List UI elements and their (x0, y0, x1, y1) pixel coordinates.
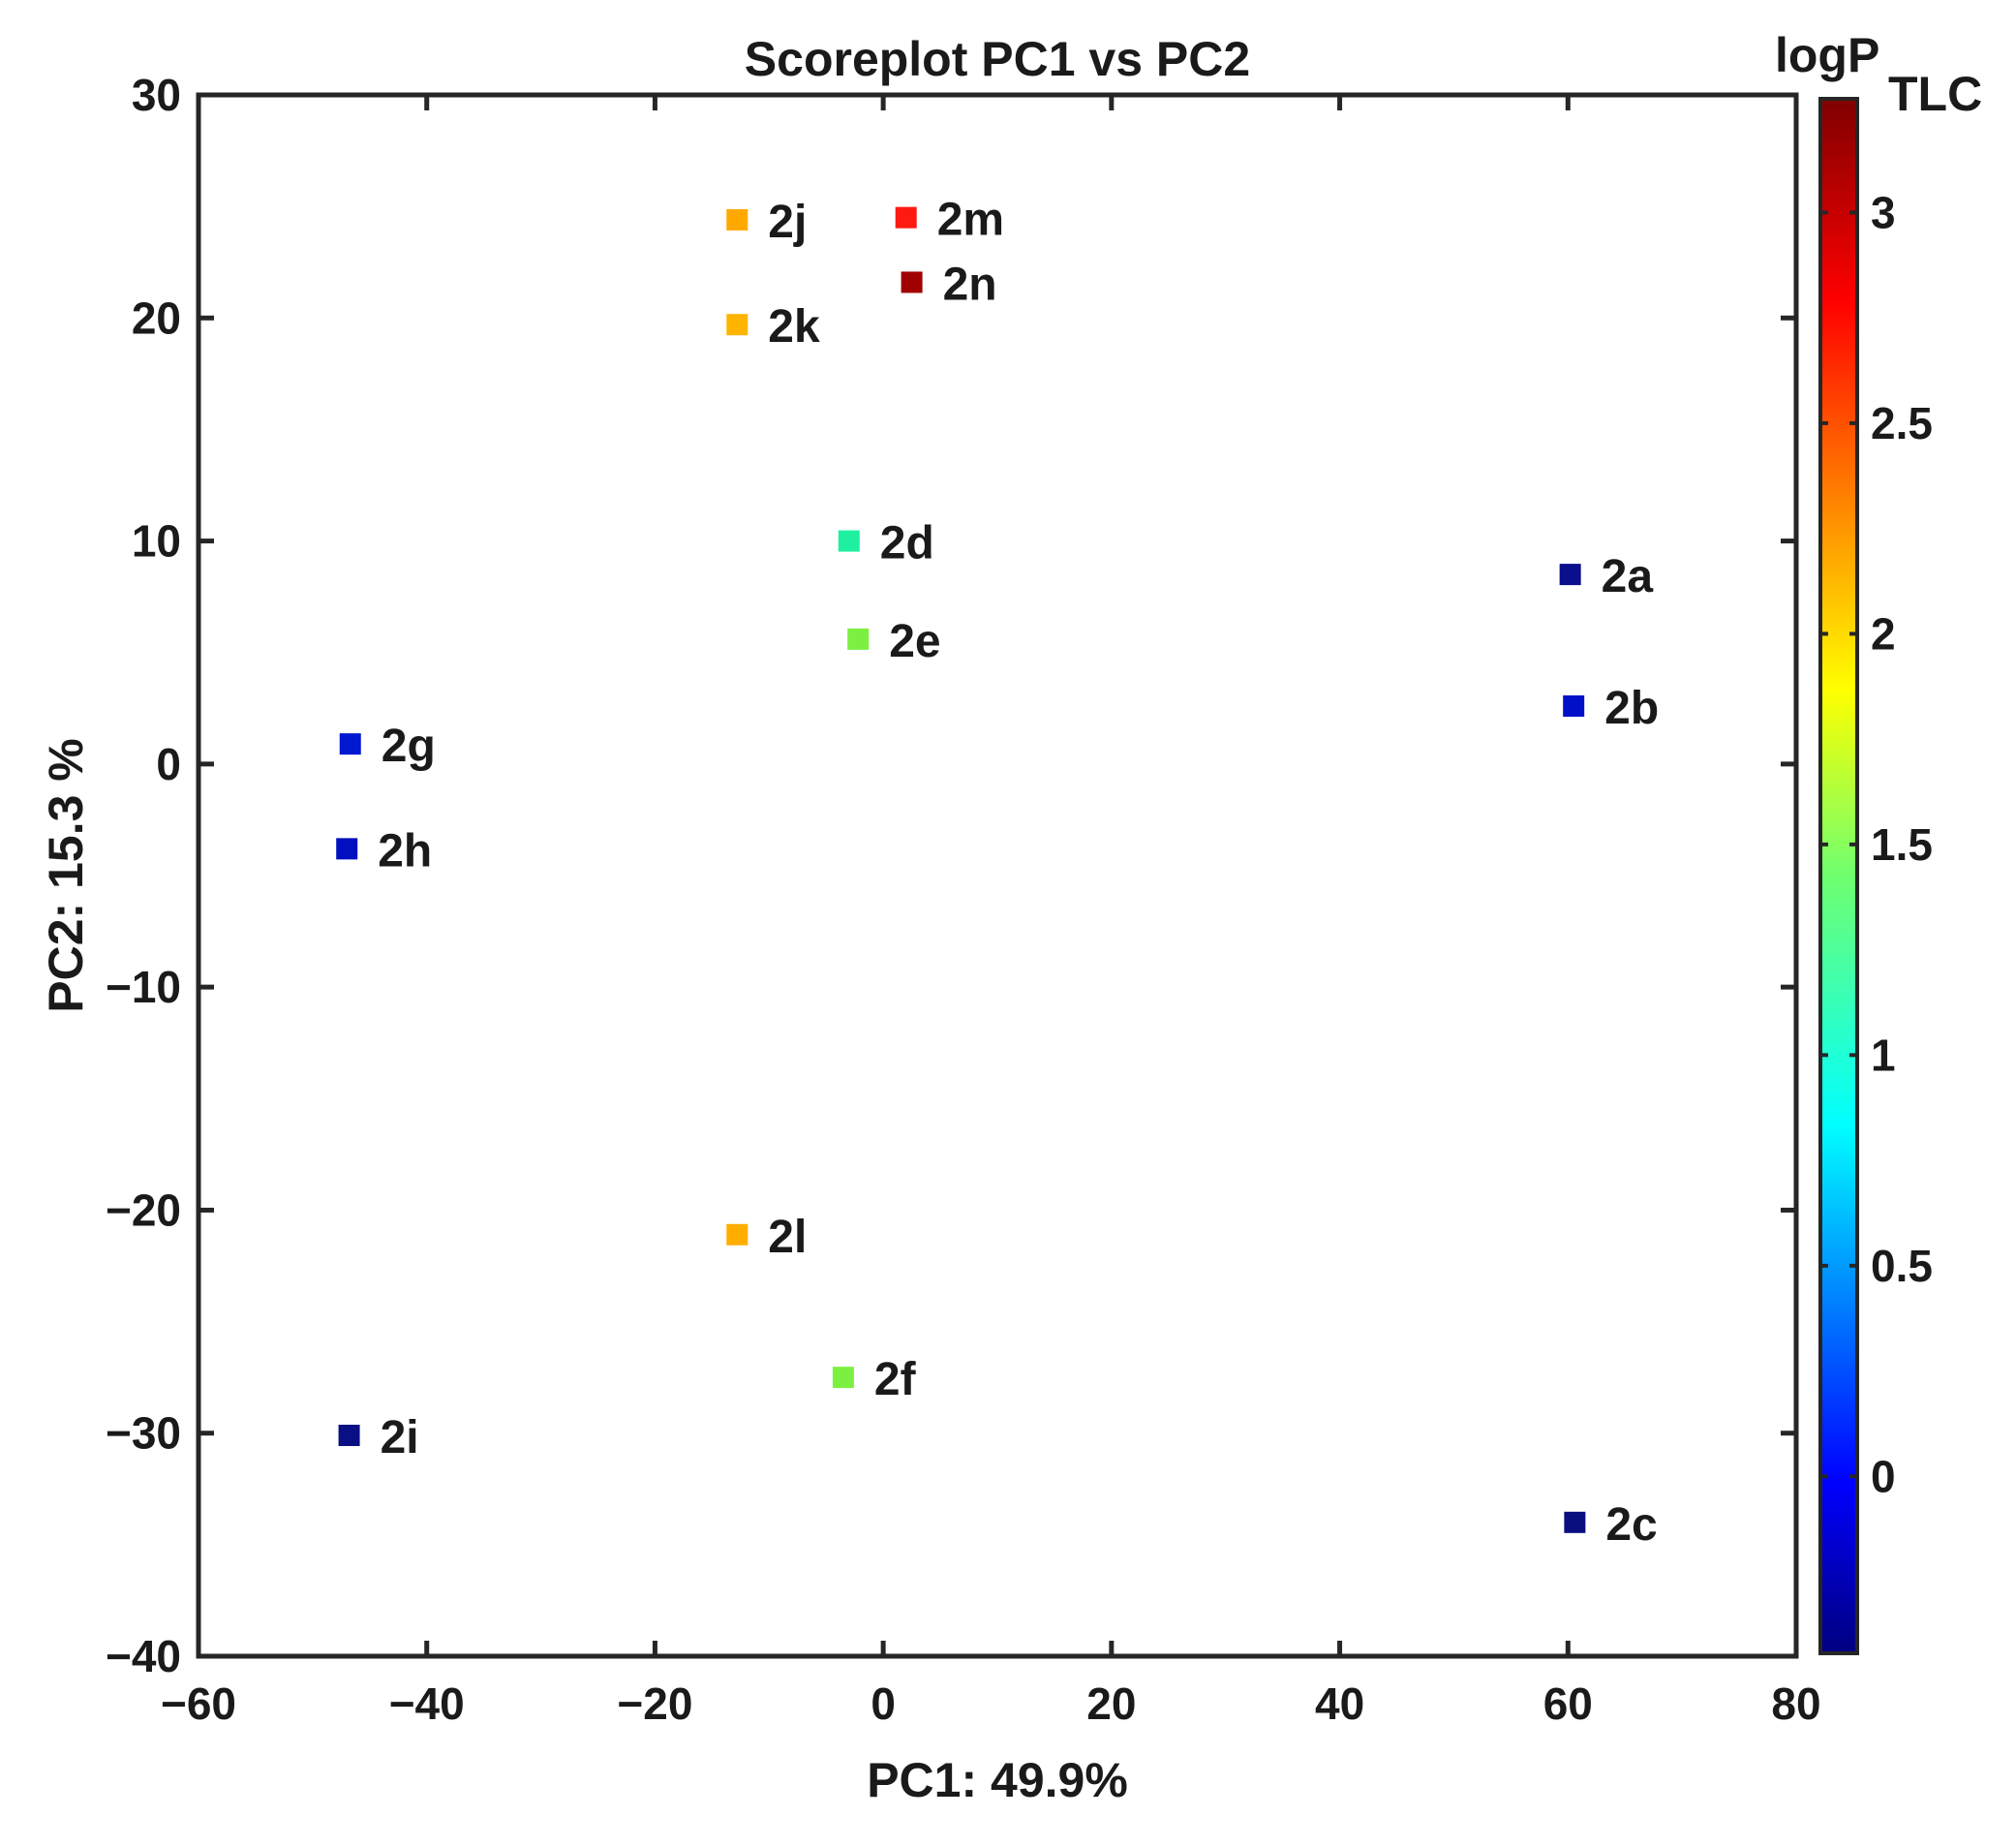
point-label-2i: 2i (381, 1412, 419, 1463)
x-tick-label: 40 (1315, 1678, 1364, 1729)
x-axis-label: PC1: 49.9% (867, 1753, 1128, 1807)
data-point-2f (832, 1367, 854, 1389)
colorbar-ticks: 0 0.5 1 1.5 2 2.5 3 (1820, 187, 1933, 1501)
data-point-2h (336, 838, 358, 860)
data-point-2k (726, 314, 748, 336)
data-point-2e (847, 628, 870, 650)
data-point-2i (338, 1425, 360, 1447)
y-axis-label: PC2: 15.3 % (39, 738, 93, 1012)
data-point-2b (1563, 694, 1585, 717)
data-point-2j (726, 208, 748, 231)
y-tick-label: −30 (106, 1408, 181, 1459)
y-tick-label: −40 (106, 1631, 181, 1681)
x-tick-label: −20 (617, 1678, 692, 1729)
point-label-2g: 2g (382, 721, 436, 772)
colorbar-title-subscript: TLC (1888, 67, 1982, 121)
data-point-2d (838, 530, 860, 552)
point-label-2h: 2h (378, 825, 432, 877)
colorbar-tick-label: 1.5 (1871, 819, 1933, 870)
y-tick-label: 10 (132, 516, 181, 567)
x-axis-ticks: −60 −40 −20 0 20 40 60 80 (161, 95, 1821, 1729)
data-point-2n (901, 271, 923, 293)
chart-title: Scoreplot PC1 vs PC2 (745, 32, 1250, 86)
colorbar-tick-label: 0 (1871, 1451, 1896, 1501)
x-tick-label: 0 (871, 1678, 896, 1729)
point-label-2d: 2d (880, 518, 934, 569)
point-label-2a: 2a (1602, 551, 1654, 602)
y-axis-ticks: −40 −30 −20 −10 0 10 20 30 (106, 70, 1796, 1681)
point-label-2k: 2k (768, 301, 820, 353)
y-tick-label: 30 (132, 70, 181, 120)
y-tick-label: −20 (106, 1185, 181, 1235)
point-label-2c: 2c (1605, 1499, 1657, 1551)
point-label-2b: 2b (1604, 683, 1659, 734)
x-tick-label: −60 (161, 1678, 236, 1729)
x-tick-label: 20 (1086, 1678, 1136, 1729)
scatter-points: 2a 2b 2c 2d 2e 2f 2g 2h 2i 2j 2k 2l 2m 2n (336, 195, 1659, 1551)
y-tick-label: −10 (106, 962, 181, 1012)
colorbar-tick-label: 2.5 (1871, 398, 1933, 448)
colorbar-tick-label: 1 (1871, 1030, 1896, 1080)
colorbar-tick-label: 2 (1871, 608, 1896, 659)
x-tick-label: 80 (1771, 1678, 1820, 1729)
data-point-2a (1559, 564, 1581, 586)
point-label-2l: 2l (768, 1212, 807, 1263)
colorbar: 0 0.5 1 1.5 2 2.5 3 logP TLC (1775, 28, 1982, 1655)
x-tick-label: 60 (1543, 1678, 1593, 1729)
x-tick-label: −40 (389, 1678, 465, 1729)
point-label-2f: 2f (874, 1354, 917, 1405)
data-point-2c (1564, 1511, 1586, 1533)
point-label-2j: 2j (768, 197, 807, 248)
colorbar-tick-label: 0.5 (1871, 1241, 1933, 1291)
y-tick-label: 20 (132, 292, 181, 343)
plot-area-frame (196, 92, 1799, 1659)
colorbar-tick-label: 3 (1871, 187, 1896, 237)
colorbar-gradient (1818, 97, 1859, 1655)
point-label-2m: 2m (937, 195, 1004, 246)
data-point-2l (726, 1223, 748, 1246)
point-label-2e: 2e (889, 616, 940, 667)
data-point-2g (339, 733, 361, 755)
colorbar-title: logP (1775, 28, 1879, 82)
y-tick-label: 0 (156, 739, 181, 789)
data-point-2m (895, 206, 917, 229)
point-label-2n: 2n (943, 259, 997, 310)
